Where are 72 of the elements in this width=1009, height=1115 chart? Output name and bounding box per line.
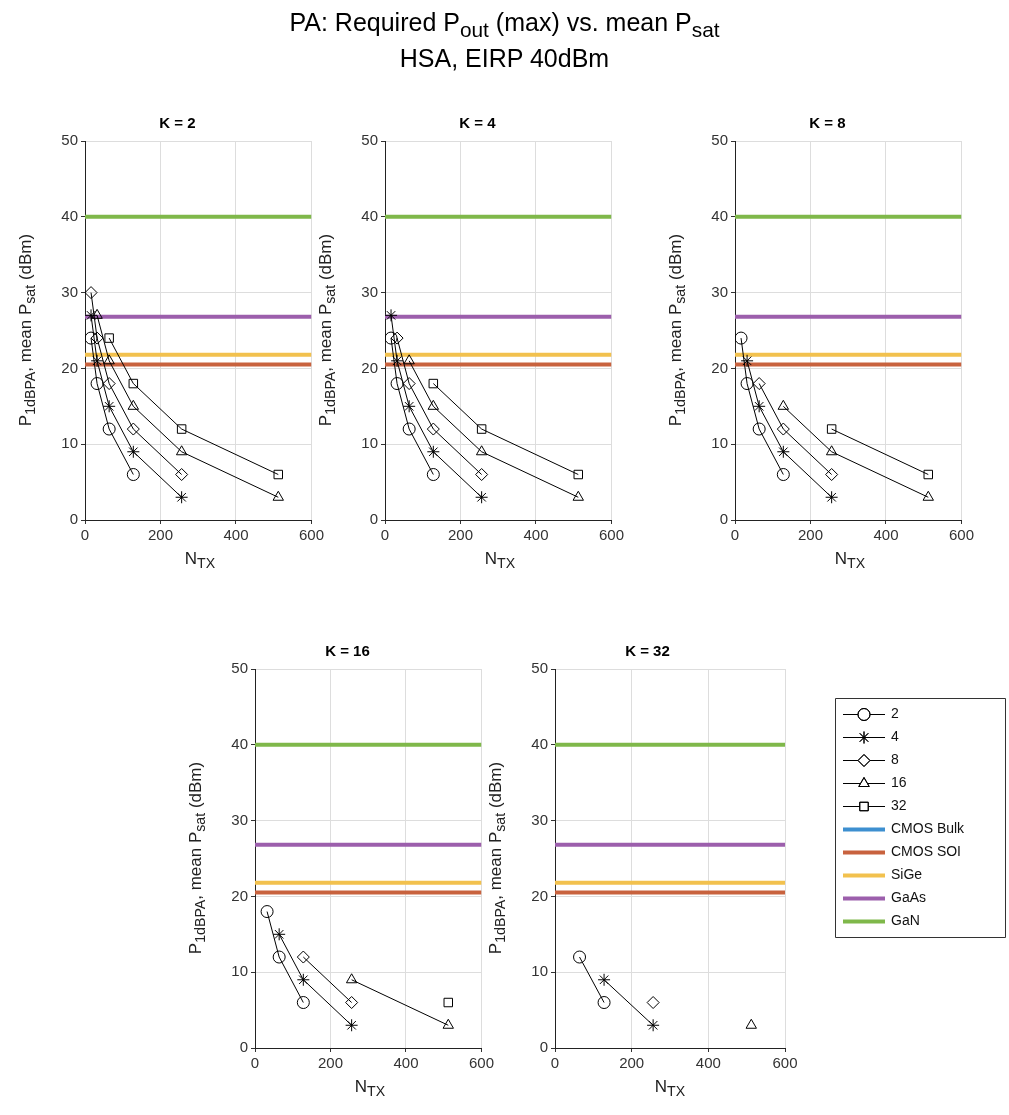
x-tick-label: 0 <box>80 526 90 544</box>
x-axis-title: N$_{TX}$ <box>184 548 216 572</box>
legend-label: CMOS SOI <box>891 843 962 860</box>
y-tick-label: 10 <box>61 434 78 452</box>
x-axis-title: N$_{TX}$ <box>654 1076 686 1100</box>
x-tick-label: 0 <box>730 526 740 544</box>
legend-label: 4 <box>891 728 899 745</box>
y-tick-label: 40 <box>61 206 78 224</box>
y-tick-label: 30 <box>531 810 548 828</box>
y-tick-label: 0 <box>239 1038 248 1056</box>
chart-title: K = 8 <box>809 114 846 132</box>
text: PA: Required P$_{out}$ (max) vs. mean P$_{sat}$ <box>288 8 721 42</box>
y-tick-label: 30 <box>361 282 378 300</box>
x-tick-label: 200 <box>447 526 474 544</box>
x-tick-label: 600 <box>468 1054 494 1072</box>
legend-label: 2 <box>891 705 899 722</box>
x-tick-label: 600 <box>598 526 624 544</box>
y-tick-label: 30 <box>231 810 248 828</box>
x-tick-label: 0 <box>550 1054 560 1072</box>
legend-label: GaN <box>891 912 920 929</box>
y-tick-label: 50 <box>361 131 378 149</box>
y-tick-label: 10 <box>531 962 548 980</box>
y-tick-label: 0 <box>719 510 728 528</box>
chart-title: K = 2 <box>159 114 196 132</box>
x-tick-label: 400 <box>393 1054 419 1072</box>
x-tick-label: 200 <box>317 1054 344 1072</box>
y-tick-label: 20 <box>231 886 248 904</box>
y-tick-label: 20 <box>711 358 728 376</box>
y-tick-label: 20 <box>361 358 378 376</box>
y-tick-label: 50 <box>231 659 248 677</box>
legend-label: 8 <box>891 751 899 768</box>
y-tick-label: 30 <box>61 282 78 300</box>
x-tick-label: 0 <box>250 1054 260 1072</box>
y-tick-label: 50 <box>711 131 728 149</box>
x-axis-title: N$_{TX}$ <box>834 548 866 572</box>
x-tick-label: 0 <box>380 526 390 544</box>
y-tick-label: 10 <box>711 434 728 452</box>
legend-label: 32 <box>891 797 907 814</box>
y-tick-label: 30 <box>711 282 728 300</box>
x-tick-label: 200 <box>797 526 824 544</box>
x-axis-title: N$_{TX}$ <box>484 548 516 572</box>
x-tick-label: 400 <box>523 526 549 544</box>
text: HSA, EIRP 40dBm <box>398 44 611 73</box>
y-tick-label: 40 <box>231 734 248 752</box>
y-tick-label: 20 <box>61 358 78 376</box>
chart-title: K = 4 <box>459 114 497 132</box>
x-tick-label: 600 <box>948 526 974 544</box>
x-tick-label: 200 <box>147 526 174 544</box>
y-tick-label: 10 <box>231 962 248 980</box>
legend-label: GaAs <box>891 889 927 906</box>
y-tick-label: 50 <box>531 659 548 677</box>
y-tick-label: 50 <box>61 131 78 149</box>
chart-title: K = 32 <box>625 642 670 660</box>
legend-label: 16 <box>891 774 907 791</box>
x-tick-label: 400 <box>695 1054 721 1072</box>
y-tick-label: 40 <box>361 206 378 224</box>
y-tick-label: 40 <box>711 206 728 224</box>
y-tick-label: 0 <box>69 510 78 528</box>
y-tick-label: 20 <box>531 886 548 904</box>
legend-label: SiGe <box>891 866 923 883</box>
x-tick-label: 600 <box>298 526 324 544</box>
legend-label: CMOS Bulk <box>891 820 966 837</box>
x-tick-label: 600 <box>772 1054 798 1072</box>
y-tick-label: 0 <box>539 1038 548 1056</box>
x-tick-label: 200 <box>619 1054 645 1072</box>
x-axis-title: N$_{TX}$ <box>354 1076 386 1100</box>
y-tick-label: 40 <box>531 734 548 752</box>
chart-title: K = 16 <box>325 642 370 660</box>
y-tick-label: 0 <box>369 510 378 528</box>
y-tick-label: 10 <box>361 434 378 452</box>
x-tick-label: 400 <box>223 526 249 544</box>
x-tick-label: 400 <box>873 526 899 544</box>
